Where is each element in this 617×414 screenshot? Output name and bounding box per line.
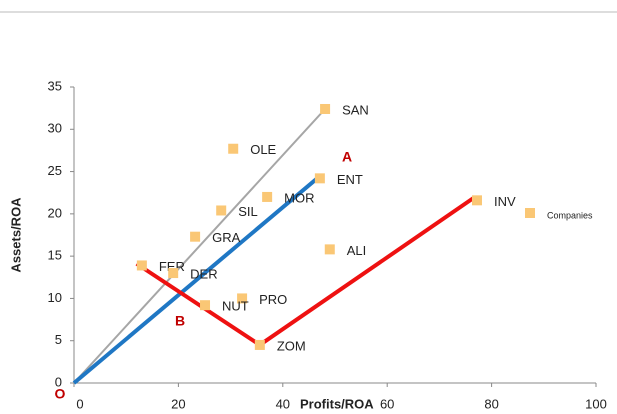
point [324, 244, 335, 255]
point-label: OLE [250, 142, 276, 157]
point-label: MOR [284, 190, 314, 205]
point-label: INV [494, 194, 516, 209]
point [200, 300, 211, 311]
x-tick-label: 80 [484, 396, 498, 411]
y-axis-label: Assets/ROA [8, 197, 23, 273]
trend-line [72, 177, 318, 385]
x-tick-label: 100 [585, 396, 607, 411]
y-tick-label: 5 [55, 332, 62, 347]
trend-line [73, 108, 326, 384]
y-tick-label: 25 [48, 163, 62, 178]
annotation: B [175, 313, 185, 329]
y-tick-label: 0 [55, 374, 62, 389]
point-label: ALI [347, 243, 367, 258]
point-label: ENT [337, 172, 363, 187]
y-tick-label: 20 [48, 205, 62, 220]
y-tick-label: 30 [48, 121, 62, 136]
annotation: O [55, 386, 66, 402]
point [320, 103, 331, 114]
annotation: A [342, 149, 352, 165]
x-tick-label: 0 [76, 396, 83, 411]
point [314, 173, 325, 184]
point [228, 143, 239, 154]
legend-marker [525, 208, 535, 218]
y-tick-label: 35 [48, 78, 62, 93]
point-label: SAN [342, 102, 369, 117]
x-tick-label: 40 [276, 396, 290, 411]
point-label: NUT [222, 299, 249, 314]
point [136, 260, 147, 271]
point-label: SIL [238, 204, 258, 219]
x-tick-label: 20 [171, 396, 185, 411]
trend-line [135, 196, 475, 348]
legend-label: Companies [547, 210, 593, 220]
point [190, 231, 201, 242]
point-label: FER [159, 259, 185, 274]
point [262, 191, 273, 202]
point [216, 205, 227, 216]
y-tick-label: 10 [48, 290, 62, 305]
point [168, 268, 179, 279]
point [237, 293, 248, 304]
x-axis-label: Profits/ROA [300, 396, 374, 411]
y-tick-label: 15 [48, 248, 62, 263]
point [471, 195, 482, 206]
point-label: ZOM [277, 338, 306, 353]
point-label: DER [190, 266, 217, 281]
point-label: GRA [212, 230, 241, 245]
point-label: PRO [259, 292, 287, 307]
x-tick-label: 60 [380, 396, 394, 411]
point [254, 339, 265, 350]
